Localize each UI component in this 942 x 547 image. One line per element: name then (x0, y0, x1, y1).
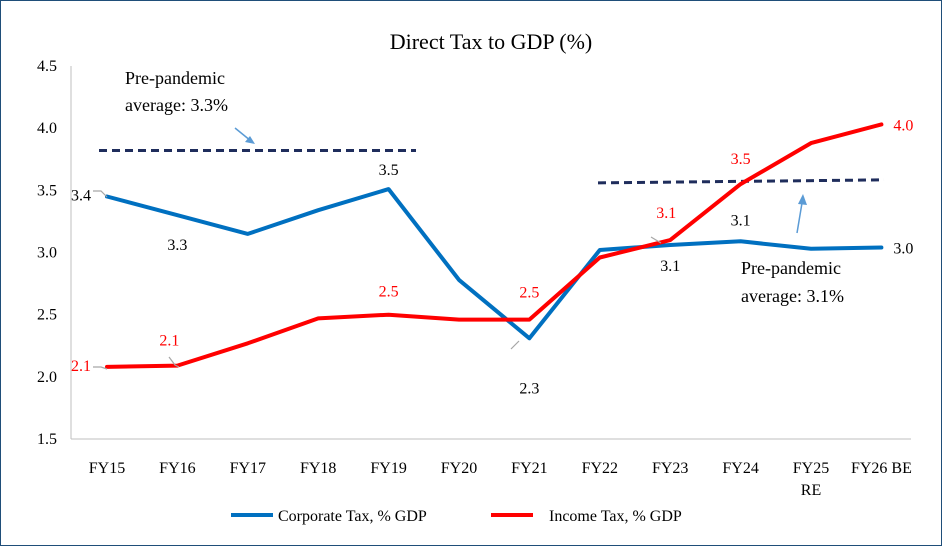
x-tick-label: FY23 (652, 460, 688, 477)
y-tick-label: 3.0 (37, 245, 57, 262)
y-tick-label: 2.5 (37, 307, 57, 324)
data-label: 3.1 (660, 258, 680, 275)
data-label: 3.1 (731, 212, 751, 229)
legend-label: Income Tax, % GDP (549, 508, 682, 525)
leader-line (650, 236, 662, 244)
data-label: 3.1 (656, 205, 676, 222)
series-line-income-tax (105, 122, 884, 369)
x-tick-label: FY22 (582, 460, 618, 477)
x-tick-label: FY15 (89, 460, 125, 477)
x-tick-label: FY17 (230, 460, 266, 477)
chart-title: Direct Tax to GDP (%) (390, 29, 593, 54)
reference-label: average: 3.1% (741, 286, 844, 306)
leader-line (510, 340, 520, 350)
x-tick-label: FY25 (793, 460, 829, 477)
data-label: 2.5 (519, 285, 539, 302)
x-tick-label: RE (801, 482, 821, 499)
x-tick-label: FY20 (441, 460, 477, 477)
plot-area: 1.5 2.0 2.5 3.0 3.5 4.0 4.5 FY15 FY16 FY17 FY18 FY1… (37, 58, 913, 525)
reference-label: Pre-pandemic (741, 258, 841, 278)
annotation-arrowhead (245, 136, 255, 144)
data-label: 2.1 (71, 358, 91, 375)
data-label: 3.3 (167, 237, 187, 254)
y-tick-label: 2.0 (37, 369, 57, 386)
data-label: 3.0 (893, 241, 913, 258)
data-label: 3.5 (379, 162, 399, 179)
x-tick-label: FY24 (722, 460, 758, 477)
y-tick-label: 4.0 (37, 120, 57, 137)
leader-line (93, 190, 108, 198)
annotation-arrowhead (798, 194, 807, 205)
x-tick-label: FY18 (300, 460, 336, 477)
y-tick-label: 1.5 (37, 431, 57, 448)
data-label: 2.1 (159, 333, 179, 350)
x-tick-label: FY26 BE (851, 460, 912, 477)
series-line-corporate-tax (105, 187, 884, 341)
data-label: 2.3 (519, 380, 539, 397)
y-tick-label: 3.5 (37, 182, 57, 199)
reference-label: Pre-pandemic (125, 68, 225, 88)
data-label: 3.4 (71, 188, 91, 205)
data-label: 3.5 (731, 151, 751, 168)
x-tick-label: FY21 (511, 460, 547, 477)
y-tick-label: 4.5 (37, 58, 57, 75)
reference-line (597, 178, 885, 185)
annotation-arrow (796, 202, 803, 234)
reference-label: average: 3.3% (125, 95, 228, 115)
data-label: 4.0 (893, 117, 913, 134)
x-tick-label: FY19 (370, 460, 406, 477)
data-label: 2.5 (379, 284, 399, 301)
leader-line (168, 356, 180, 368)
legend-label: Corporate Tax, % GDP (278, 508, 427, 525)
leader-line (93, 366, 108, 370)
x-tick-label: FY16 (159, 460, 195, 477)
